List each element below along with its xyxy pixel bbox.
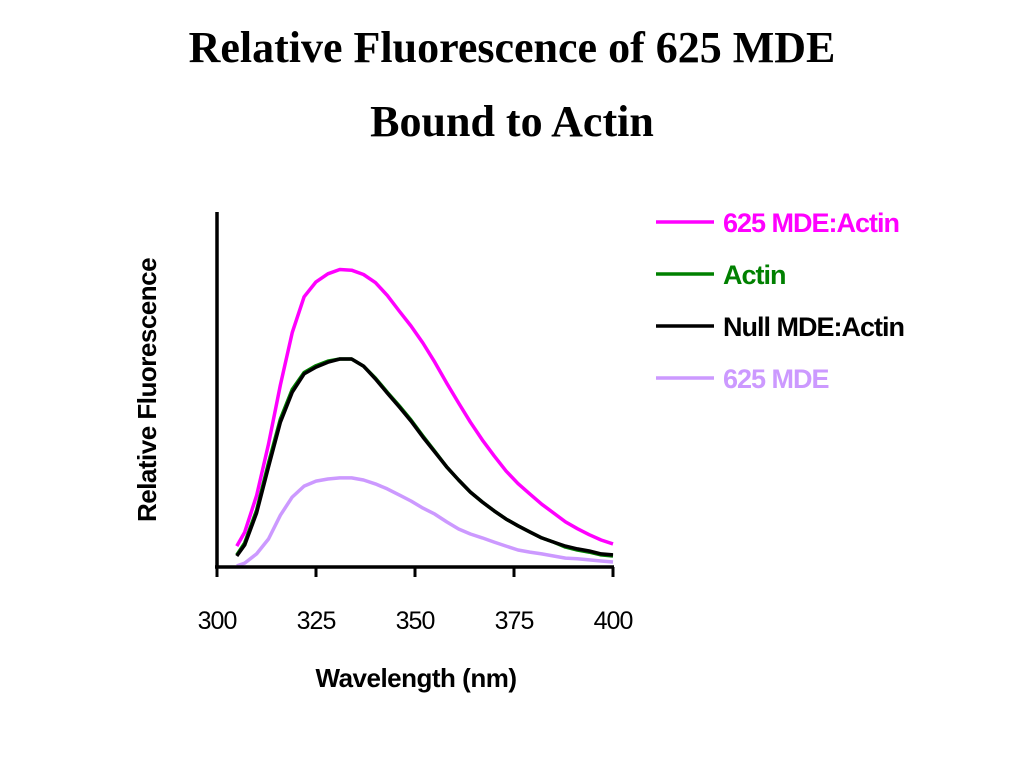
x-axis-ticks: 300 325 350 375 400 xyxy=(198,567,633,635)
x-axis-label: Wavelength (nm) xyxy=(316,663,517,693)
chart-title-line-2: Bound to Actin xyxy=(370,97,654,146)
legend-label-1: 625 MDE:Actin xyxy=(723,208,899,238)
legend-label-4: 625 MDE xyxy=(723,364,829,394)
series-line-3 xyxy=(235,357,614,558)
series-line-4 xyxy=(236,476,614,568)
chart-title-line-1: Relative Fluorescence of 625 MDE xyxy=(188,23,836,72)
x-tick-label: 300 xyxy=(198,607,237,635)
series-line-1 xyxy=(235,267,614,547)
plot-series-layer xyxy=(235,267,614,568)
legend-label-2: Actin xyxy=(723,260,786,290)
x-tick-label: 350 xyxy=(396,607,435,635)
x-tick-label: 400 xyxy=(594,607,633,635)
legend: 625 MDE:Actin Actin Null MDE:Actin 625 MDE xyxy=(656,208,905,394)
y-axis-label: Relative Fluorescence xyxy=(132,258,162,522)
x-tick-label: 375 xyxy=(495,607,534,635)
legend-label-3: Null MDE:Actin xyxy=(723,312,904,342)
x-tick-label: 325 xyxy=(297,607,336,635)
